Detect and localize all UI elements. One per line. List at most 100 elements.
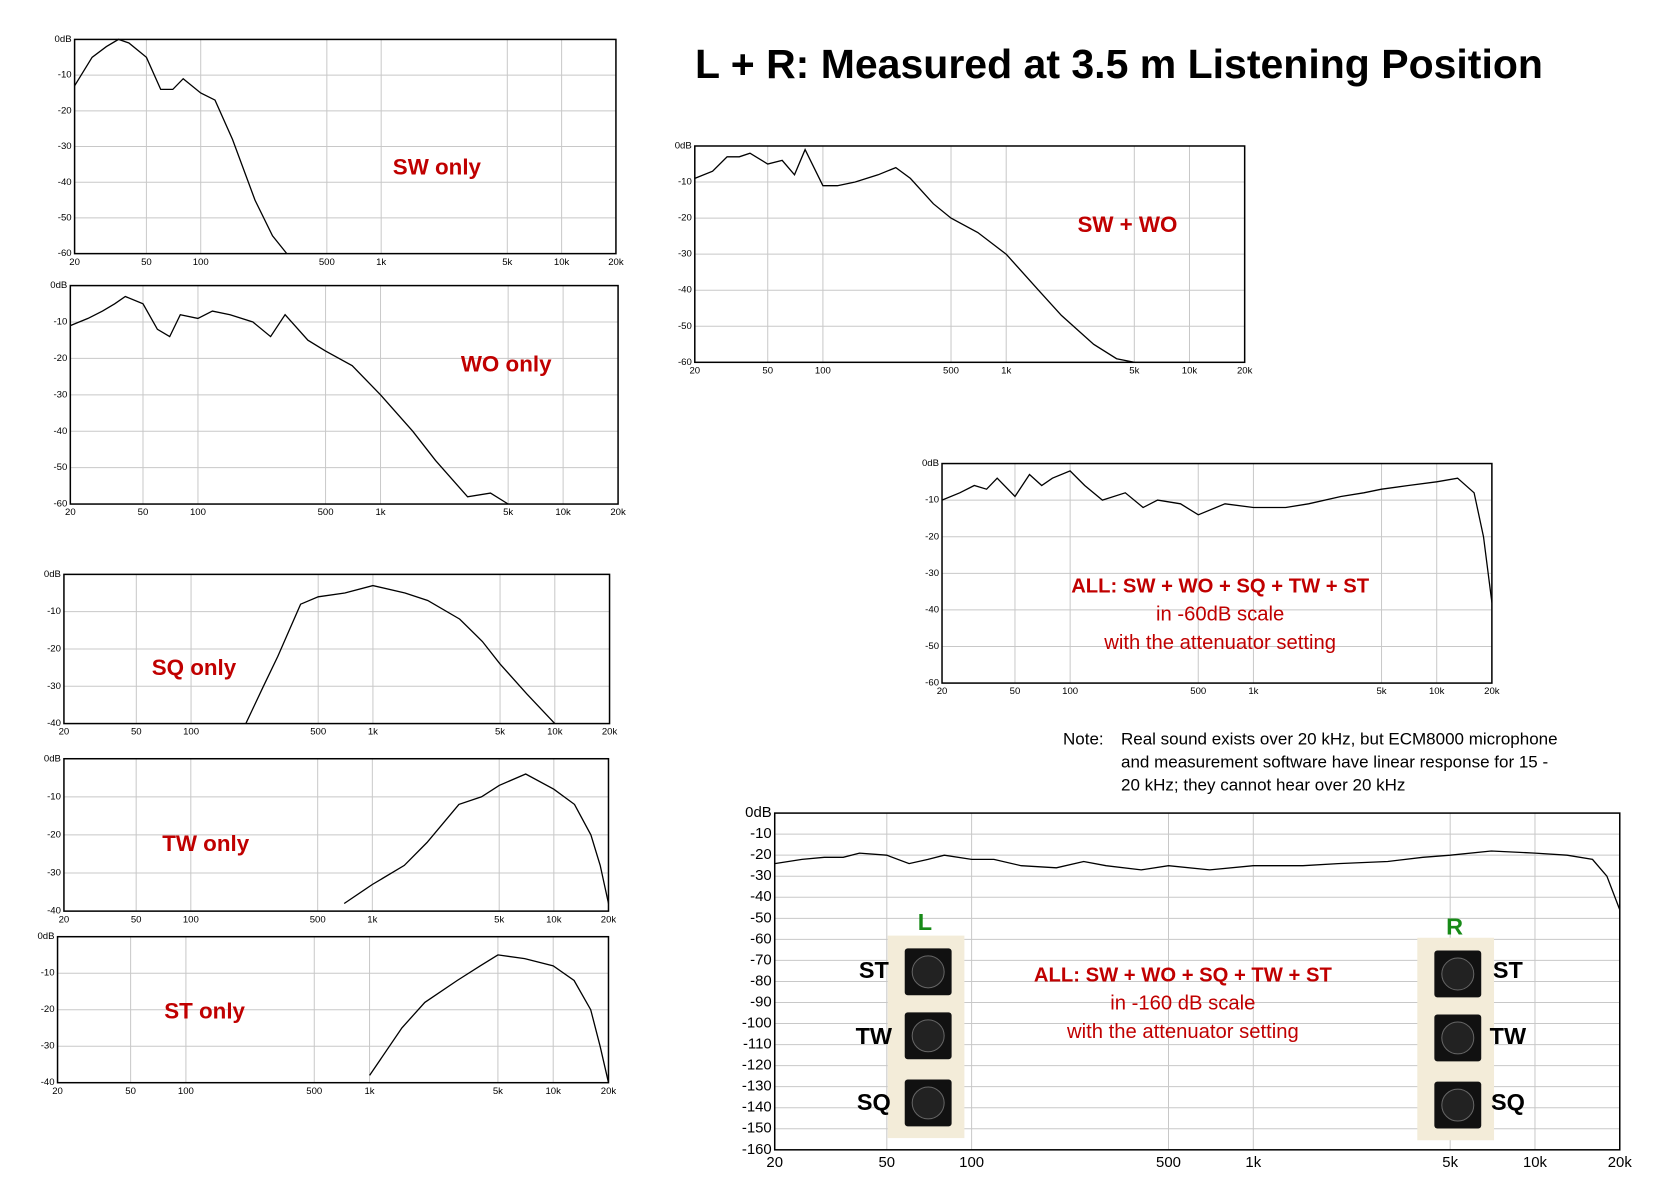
x-tick-label: 50 bbox=[138, 507, 149, 518]
y-tick-label: -40 bbox=[678, 285, 692, 296]
x-tick-label: 20k bbox=[1237, 365, 1253, 376]
x-tick-label: 500 bbox=[310, 914, 326, 925]
x-tick-label: 100 bbox=[193, 257, 209, 268]
x-tick-label: 20k bbox=[610, 507, 626, 518]
x-tick-label: 20k bbox=[601, 914, 617, 925]
y-tick-label: -80 bbox=[750, 973, 772, 989]
y-tick-label: -60 bbox=[925, 678, 939, 689]
y-tick-label: -10 bbox=[925, 495, 939, 506]
y-tick-label: -40 bbox=[47, 906, 61, 917]
y-tick-label: -50 bbox=[53, 462, 67, 473]
x-tick-label: 100 bbox=[1062, 686, 1078, 697]
x-tick-label: 20 bbox=[65, 507, 76, 518]
x-tick-label: 5k bbox=[503, 507, 513, 518]
annotation: with the attenuator setting bbox=[1103, 632, 1336, 654]
y-tick-label: -50 bbox=[925, 641, 939, 652]
y-tick-label: -60 bbox=[53, 499, 67, 510]
y-tick-label: -40 bbox=[750, 889, 772, 905]
y-tick-label: -60 bbox=[58, 248, 72, 259]
y-tick-label: -130 bbox=[742, 1079, 772, 1095]
x-tick-label: 20k bbox=[601, 1086, 617, 1097]
y-tick-label: -40 bbox=[53, 426, 67, 437]
y-tick-label: -90 bbox=[750, 994, 772, 1010]
y-tick-label: -50 bbox=[58, 212, 72, 223]
attenuator-knob bbox=[1441, 1021, 1475, 1055]
annotation: ALL: SW + WO + SQ + TW + ST bbox=[1071, 576, 1370, 598]
x-tick-label: 1k bbox=[1248, 686, 1258, 697]
y-tick-label: -160 bbox=[742, 1142, 772, 1158]
x-tick-label: 5k bbox=[502, 257, 512, 268]
x-tick-label: 50 bbox=[762, 365, 773, 376]
x-tick-label: 20k bbox=[608, 257, 624, 268]
attenuator-knob bbox=[1441, 1088, 1475, 1122]
y-tick-label: 0dB bbox=[675, 141, 692, 152]
x-tick-label: 100 bbox=[959, 1155, 984, 1171]
x-tick-label: 100 bbox=[183, 727, 199, 738]
y-tick-label: -50 bbox=[678, 321, 692, 332]
attenuator-knob bbox=[911, 1086, 945, 1120]
y-tick-label: -20 bbox=[47, 644, 61, 655]
response-line bbox=[369, 954, 610, 1083]
x-tick-label: 50 bbox=[879, 1155, 896, 1171]
y-tick-label: -70 bbox=[750, 952, 772, 968]
annotation: ALL: SW + WO + SQ + TW + ST bbox=[1034, 964, 1333, 986]
x-tick-label: 1k bbox=[367, 914, 377, 925]
x-tick-label: 20k bbox=[602, 727, 618, 738]
x-tick-label: 100 bbox=[190, 507, 206, 518]
x-tick-label: 10k bbox=[554, 257, 570, 268]
plot-frame bbox=[941, 462, 1493, 684]
y-tick-label: -60 bbox=[750, 931, 772, 947]
control-label: ST bbox=[859, 957, 890, 983]
y-tick-label: -10 bbox=[47, 791, 61, 802]
y-tick-label: -10 bbox=[53, 317, 67, 328]
x-tick-label: 1k bbox=[368, 727, 378, 738]
channel-label: R bbox=[1446, 913, 1463, 939]
x-tick-label: 5k bbox=[495, 727, 505, 738]
y-tick-label: -30 bbox=[925, 568, 939, 579]
y-tick-label: -10 bbox=[58, 70, 72, 81]
y-tick-label: 0dB bbox=[50, 280, 67, 291]
x-tick-label: 20 bbox=[69, 257, 80, 268]
y-tick-label: 0dB bbox=[745, 805, 772, 821]
x-tick-label: 20 bbox=[59, 727, 70, 738]
y-tick-label: -40 bbox=[58, 177, 72, 188]
y-tick-label: 0dB bbox=[37, 931, 54, 942]
x-tick-label: 5k bbox=[494, 914, 504, 925]
x-tick-label: 5k bbox=[1376, 686, 1386, 697]
plot-frame bbox=[69, 284, 619, 505]
y-tick-label: -50 bbox=[750, 910, 772, 926]
y-tick-label: -30 bbox=[47, 681, 61, 692]
x-tick-label: 10k bbox=[1429, 686, 1445, 697]
annotation: SW + WO bbox=[1077, 212, 1177, 237]
attenuator-knob bbox=[1441, 957, 1475, 991]
control-label: TW bbox=[1490, 1023, 1527, 1049]
note-line: 20 kHz; they cannot hear over 20 kHz bbox=[1121, 775, 1405, 794]
annotation: WO only bbox=[461, 351, 552, 376]
x-tick-label: 100 bbox=[183, 914, 199, 925]
annotation: in -60dB scale bbox=[1156, 604, 1284, 626]
plot-frame bbox=[63, 757, 610, 912]
x-tick-label: 1k bbox=[376, 257, 386, 268]
response-line bbox=[343, 773, 610, 905]
x-tick-label: 500 bbox=[306, 1086, 322, 1097]
control-label: SQ bbox=[1491, 1089, 1525, 1115]
annotation: ST only bbox=[164, 998, 245, 1023]
x-tick-label: 10k bbox=[546, 914, 562, 925]
note-label: Note: bbox=[1063, 729, 1104, 748]
x-tick-label: 50 bbox=[125, 1086, 136, 1097]
x-tick-label: 20k bbox=[1608, 1155, 1633, 1171]
y-tick-label: 0dB bbox=[922, 458, 939, 469]
x-tick-label: 20k bbox=[1484, 686, 1500, 697]
y-tick-label: -20 bbox=[750, 847, 772, 863]
annotation: with the attenuator setting bbox=[1066, 1021, 1299, 1043]
response-line bbox=[694, 148, 1135, 363]
annotation: TW only bbox=[162, 831, 250, 856]
y-tick-label: -120 bbox=[742, 1058, 772, 1074]
x-tick-label: 500 bbox=[318, 507, 334, 518]
x-tick-label: 5k bbox=[493, 1086, 503, 1097]
control-label: TW bbox=[856, 1023, 893, 1049]
control-label: ST bbox=[1493, 957, 1524, 983]
x-tick-label: 5k bbox=[1442, 1155, 1458, 1171]
y-tick-label: -40 bbox=[41, 1077, 55, 1088]
